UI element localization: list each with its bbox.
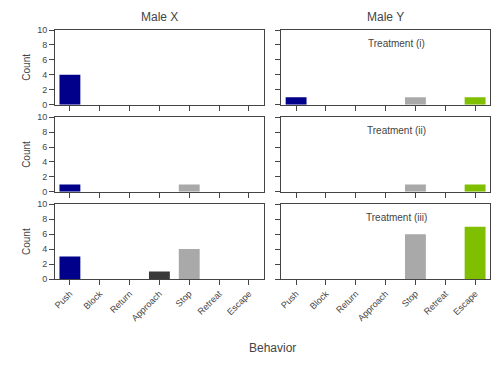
svg-text:10: 10 <box>37 199 47 209</box>
svg-text:Push: Push <box>53 289 75 311</box>
svg-text:Count: Count <box>21 141 32 168</box>
svg-text:Retreat: Retreat <box>422 288 450 316</box>
svg-text:Treatment (i): Treatment (i) <box>368 38 425 49</box>
svg-text:Push: Push <box>279 289 301 311</box>
svg-text:Treatment (iii): Treatment (iii) <box>366 212 427 223</box>
svg-text:Approach: Approach <box>356 289 390 323</box>
svg-text:Escape: Escape <box>451 289 479 317</box>
svg-text:10: 10 <box>37 25 47 35</box>
svg-text:Treatment (ii): Treatment (ii) <box>367 125 426 136</box>
svg-text:4: 4 <box>42 157 47 167</box>
svg-text:Return: Return <box>108 289 134 315</box>
svg-text:Male X: Male X <box>141 10 178 24</box>
svg-text:8: 8 <box>42 214 47 224</box>
svg-text:0: 0 <box>42 274 47 284</box>
svg-text:Count: Count <box>21 54 32 81</box>
svg-text:6: 6 <box>42 55 47 65</box>
svg-text:10: 10 <box>37 112 47 122</box>
svg-text:Stop: Stop <box>400 289 420 309</box>
svg-text:6: 6 <box>42 229 47 239</box>
svg-text:Block: Block <box>308 288 331 311</box>
svg-text:8: 8 <box>42 40 47 50</box>
svg-text:Retreat: Retreat <box>196 288 224 316</box>
svg-text:Male Y: Male Y <box>367 10 404 24</box>
svg-text:8: 8 <box>42 127 47 137</box>
svg-text:Block: Block <box>82 288 105 311</box>
svg-text:4: 4 <box>42 70 47 80</box>
svg-text:2: 2 <box>42 259 47 269</box>
svg-text:6: 6 <box>42 142 47 152</box>
svg-text:Stop: Stop <box>174 289 194 309</box>
svg-text:4: 4 <box>42 244 47 254</box>
svg-text:Behavior: Behavior <box>249 341 296 355</box>
svg-text:0: 0 <box>42 187 47 197</box>
svg-text:2: 2 <box>42 85 47 95</box>
svg-text:Approach: Approach <box>130 289 164 323</box>
svg-text:2: 2 <box>42 172 47 182</box>
svg-text:Return: Return <box>334 289 360 315</box>
svg-text:Count: Count <box>21 228 32 255</box>
svg-text:0: 0 <box>42 100 47 110</box>
svg-text:Escape: Escape <box>225 289 253 317</box>
